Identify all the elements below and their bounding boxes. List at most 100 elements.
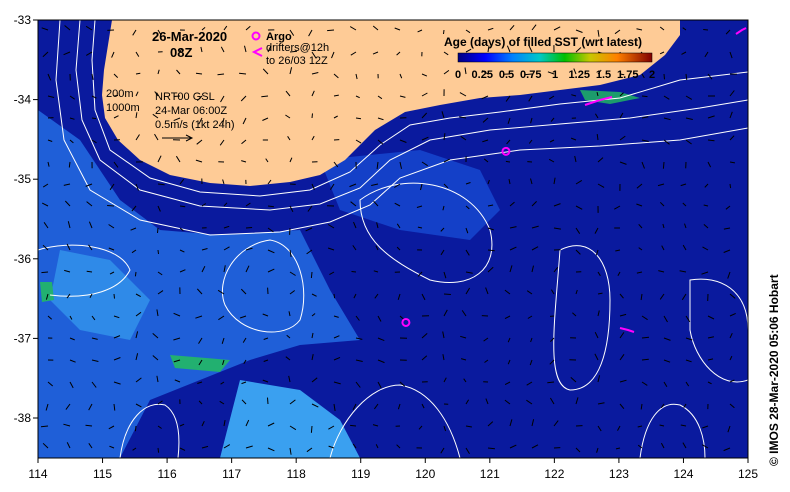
current-vector: [42, 244, 49, 251]
current-vector: [549, 359, 555, 365]
current-vector: [617, 271, 621, 277]
current-vector: [707, 336, 715, 339]
current-vector: [575, 289, 578, 295]
current-vector: [619, 92, 624, 97]
current-vector: [223, 246, 230, 251]
current-vector: [396, 246, 401, 251]
current-vector: [548, 158, 555, 163]
current-vector: [201, 445, 209, 449]
colorbar-gradient: [457, 52, 653, 63]
x-tick-label: 124: [673, 467, 693, 481]
current-vector: [241, 160, 247, 163]
current-vector: [219, 400, 225, 405]
ocean-patch-west: [38, 110, 360, 458]
current-vector: [223, 420, 226, 427]
current-vector: [352, 443, 357, 449]
current-vector: [597, 292, 603, 295]
contour-200m: [91, 20, 748, 197]
current-vector: [65, 403, 71, 410]
current-vector: [198, 359, 203, 366]
current-vector: [443, 271, 447, 279]
current-vector: [463, 378, 467, 383]
current-vector: [526, 290, 533, 295]
current-vector: [641, 358, 649, 361]
current-vector: [376, 222, 379, 229]
current-vector: [41, 27, 49, 31]
current-vector: [310, 271, 313, 279]
current-vector: [421, 355, 428, 361]
current-vector: [440, 447, 445, 454]
current-vector: [372, 424, 379, 427]
current-vector: [135, 403, 142, 408]
vector-scale-label: 0.5m/s (1kt 24h): [155, 119, 234, 131]
current-vector: [134, 271, 137, 277]
current-vector: [487, 447, 495, 450]
current-vector: [45, 403, 49, 411]
current-vector: [245, 227, 253, 229]
current-vector: [548, 95, 555, 100]
current-vector: [377, 139, 384, 145]
current-vector: [306, 447, 313, 453]
current-vector: [509, 419, 513, 427]
current-vector: [553, 177, 556, 185]
current-vector: [685, 117, 693, 120]
current-vector: [375, 245, 379, 251]
current-vector: [465, 227, 469, 234]
current-vector: [157, 205, 161, 212]
current-vector: [465, 425, 472, 428]
current-vector: [641, 315, 648, 321]
current-vector: [85, 424, 93, 427]
current-vector: [685, 139, 692, 145]
current-vector: [327, 224, 335, 229]
current-vector: [108, 224, 115, 229]
current-vector: [421, 161, 428, 167]
current-vector: [245, 419, 250, 427]
current-vector: [553, 26, 561, 31]
current-vector: [399, 161, 402, 169]
current-vector: [372, 51, 379, 55]
current-vector: [596, 134, 599, 141]
current-vector: [661, 245, 665, 251]
current-vector: [574, 155, 577, 163]
current-vector: [157, 155, 162, 163]
current-vector: [531, 265, 534, 273]
ssh-contour: [38, 244, 131, 297]
current-vector: [506, 45, 511, 53]
current-vector: [487, 249, 495, 252]
current-vector: [637, 425, 643, 428]
current-vector: [399, 139, 407, 143]
colorbar-tick-label: 1.5: [596, 69, 611, 81]
current-vector: [530, 117, 533, 124]
x-tick-label: 115: [93, 467, 112, 481]
current-vector: [658, 270, 665, 273]
current-vector: [68, 161, 71, 168]
current-vector: [443, 51, 449, 56]
current-vector: [173, 312, 181, 317]
current-vector: [289, 447, 292, 455]
current-vectors: [40, 24, 737, 455]
current-vector: [641, 336, 650, 339]
current-vector: [421, 112, 428, 119]
current-vector: [175, 155, 181, 163]
current-vector: [571, 94, 577, 97]
current-vector: [575, 447, 581, 453]
current-vector: [397, 403, 401, 410]
current-vector: [217, 289, 225, 295]
current-vector: [333, 161, 339, 168]
y-tick-label: -38: [14, 411, 32, 425]
current-vector: [396, 223, 401, 229]
current-vector: [636, 203, 643, 207]
current-vector: [597, 183, 605, 188]
current-vector: [108, 425, 115, 430]
current-vector: [333, 315, 339, 318]
date-label: 26-Mar-2020: [152, 29, 227, 44]
current-vector: [597, 157, 604, 163]
current-vector: [196, 139, 203, 145]
current-vector: [91, 139, 97, 144]
drifter-track: [619, 327, 635, 333]
current-vector: [531, 246, 539, 251]
current-vector: [223, 25, 228, 31]
current-vector: [465, 287, 471, 295]
current-vector: [663, 359, 671, 363]
current-vector: [596, 447, 599, 453]
